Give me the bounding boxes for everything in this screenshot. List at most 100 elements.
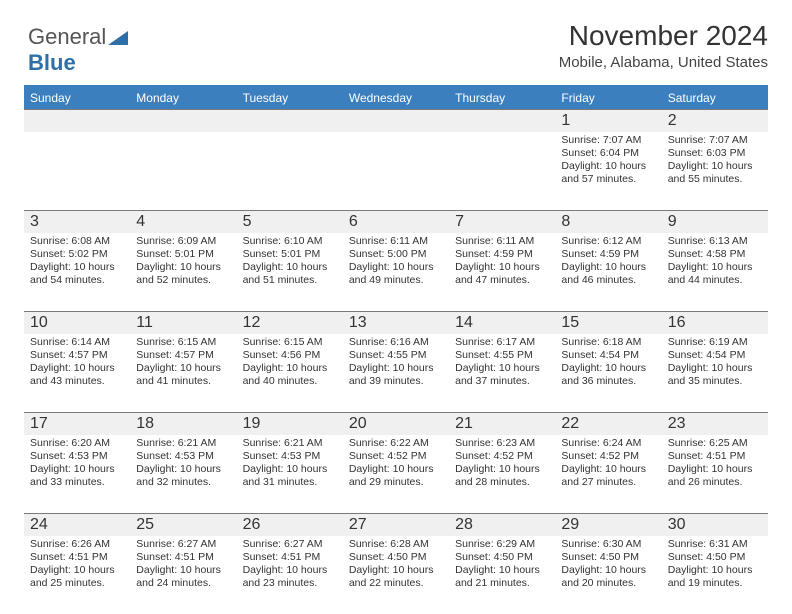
day-number: 16 — [662, 312, 768, 334]
day-cell: Sunrise: 6:23 AMSunset: 4:52 PMDaylight:… — [449, 435, 555, 513]
day-cell — [237, 132, 343, 210]
day-number: 13 — [343, 312, 449, 334]
day-number: 29 — [555, 514, 661, 536]
day-cell: Sunrise: 6:22 AMSunset: 4:52 PMDaylight:… — [343, 435, 449, 513]
day-number: 6 — [343, 211, 449, 233]
day-cell: Sunrise: 6:15 AMSunset: 4:57 PMDaylight:… — [130, 334, 236, 412]
day-number-row: 24252627282930 — [24, 514, 768, 536]
day-cell: Sunrise: 6:24 AMSunset: 4:52 PMDaylight:… — [555, 435, 661, 513]
day-detail-text: Sunrise: 6:15 AMSunset: 4:56 PMDaylight:… — [243, 336, 337, 389]
day-detail-text: Sunrise: 6:10 AMSunset: 5:01 PMDaylight:… — [243, 235, 337, 288]
day-cell: Sunrise: 7:07 AMSunset: 6:03 PMDaylight:… — [662, 132, 768, 210]
day-number — [449, 110, 555, 132]
day-number: 5 — [237, 211, 343, 233]
day-cell: Sunrise: 6:08 AMSunset: 5:02 PMDaylight:… — [24, 233, 130, 311]
day-cell: Sunrise: 6:18 AMSunset: 4:54 PMDaylight:… — [555, 334, 661, 412]
day-cell: Sunrise: 6:16 AMSunset: 4:55 PMDaylight:… — [343, 334, 449, 412]
day-number: 27 — [343, 514, 449, 536]
day-number: 25 — [130, 514, 236, 536]
day-number-row: 12 — [24, 110, 768, 132]
day-text-row: Sunrise: 7:07 AMSunset: 6:04 PMDaylight:… — [24, 132, 768, 210]
logo-text-blue: Blue — [28, 50, 76, 75]
day-cell: Sunrise: 6:21 AMSunset: 4:53 PMDaylight:… — [237, 435, 343, 513]
day-number: 8 — [555, 211, 661, 233]
day-number: 17 — [24, 413, 130, 435]
day-detail-text: Sunrise: 6:25 AMSunset: 4:51 PMDaylight:… — [668, 437, 762, 490]
day-detail-text: Sunrise: 6:27 AMSunset: 4:51 PMDaylight:… — [243, 538, 337, 591]
page-title: November 2024 — [24, 20, 768, 52]
day-detail-text: Sunrise: 6:16 AMSunset: 4:55 PMDaylight:… — [349, 336, 443, 389]
day-detail-text: Sunrise: 6:23 AMSunset: 4:52 PMDaylight:… — [455, 437, 549, 490]
day-cell: Sunrise: 6:17 AMSunset: 4:55 PMDaylight:… — [449, 334, 555, 412]
weekday-header: Tuesday — [237, 87, 343, 109]
day-cell: Sunrise: 6:19 AMSunset: 4:54 PMDaylight:… — [662, 334, 768, 412]
day-detail-text: Sunrise: 6:11 AMSunset: 5:00 PMDaylight:… — [349, 235, 443, 288]
day-detail-text: Sunrise: 6:20 AMSunset: 4:53 PMDaylight:… — [30, 437, 124, 490]
day-detail-text: Sunrise: 6:08 AMSunset: 5:02 PMDaylight:… — [30, 235, 124, 288]
calendar-week: 3456789Sunrise: 6:08 AMSunset: 5:02 PMDa… — [24, 210, 768, 311]
day-number: 18 — [130, 413, 236, 435]
calendar-week: 17181920212223 Sunrise: 6:20 AMSunset: 4:… — [24, 412, 768, 513]
weekday-header: Saturday — [662, 87, 768, 109]
day-number: 15 — [555, 312, 661, 334]
day-text-row: Sunrise: 6:20 AMSunset: 4:53 PMDaylight:… — [24, 435, 768, 513]
day-cell: Sunrise: 6:09 AMSunset: 5:01 PMDaylight:… — [130, 233, 236, 311]
day-detail-text: Sunrise: 6:29 AMSunset: 4:50 PMDaylight:… — [455, 538, 549, 591]
day-cell: Sunrise: 6:11 AMSunset: 5:00 PMDaylight:… — [343, 233, 449, 311]
day-number: 4 — [130, 211, 236, 233]
day-cell: Sunrise: 6:14 AMSunset: 4:57 PMDaylight:… — [24, 334, 130, 412]
day-number: 19 — [237, 413, 343, 435]
location-subtitle: Mobile, Alabama, United States — [24, 54, 768, 71]
day-number — [343, 110, 449, 132]
day-detail-text: Sunrise: 6:13 AMSunset: 4:58 PMDaylight:… — [668, 235, 762, 288]
day-cell: Sunrise: 6:27 AMSunset: 4:51 PMDaylight:… — [130, 536, 236, 614]
day-cell — [343, 132, 449, 210]
day-number: 20 — [343, 413, 449, 435]
day-detail-text: Sunrise: 6:28 AMSunset: 4:50 PMDaylight:… — [349, 538, 443, 591]
weekday-header: Friday — [555, 87, 661, 109]
weekday-header: Wednesday — [343, 87, 449, 109]
day-cell: Sunrise: 6:25 AMSunset: 4:51 PMDaylight:… — [662, 435, 768, 513]
day-number: 21 — [449, 413, 555, 435]
day-text-row: Sunrise: 6:14 AMSunset: 4:57 PMDaylight:… — [24, 334, 768, 412]
day-cell: Sunrise: 6:29 AMSunset: 4:50 PMDaylight:… — [449, 536, 555, 614]
day-detail-text: Sunrise: 6:21 AMSunset: 4:53 PMDaylight:… — [136, 437, 230, 490]
title-block: November 2024 Mobile, Alabama, United St… — [24, 20, 768, 71]
day-cell: Sunrise: 6:26 AMSunset: 4:51 PMDaylight:… — [24, 536, 130, 614]
day-number-row: 3456789 — [24, 211, 768, 233]
day-number: 14 — [449, 312, 555, 334]
calendar-table: Sunday Monday Tuesday Wednesday Thursday… — [24, 85, 768, 614]
day-number: 2 — [662, 110, 768, 132]
day-cell — [449, 132, 555, 210]
day-cell: Sunrise: 6:12 AMSunset: 4:59 PMDaylight:… — [555, 233, 661, 311]
day-number: 26 — [237, 514, 343, 536]
weekday-header-row: Sunday Monday Tuesday Wednesday Thursday… — [24, 87, 768, 109]
day-cell: Sunrise: 6:10 AMSunset: 5:01 PMDaylight:… — [237, 233, 343, 311]
day-detail-text: Sunrise: 6:27 AMSunset: 4:51 PMDaylight:… — [136, 538, 230, 591]
day-cell: Sunrise: 6:11 AMSunset: 4:59 PMDaylight:… — [449, 233, 555, 311]
calendar-week: 10111213141516Sunrise: 6:14 AMSunset: 4:… — [24, 311, 768, 412]
day-detail-text: Sunrise: 6:22 AMSunset: 4:52 PMDaylight:… — [349, 437, 443, 490]
day-number: 11 — [130, 312, 236, 334]
day-cell — [24, 132, 130, 210]
day-detail-text: Sunrise: 6:30 AMSunset: 4:50 PMDaylight:… — [561, 538, 655, 591]
day-cell: Sunrise: 6:20 AMSunset: 4:53 PMDaylight:… — [24, 435, 130, 513]
day-number: 7 — [449, 211, 555, 233]
day-detail-text: Sunrise: 6:14 AMSunset: 4:57 PMDaylight:… — [30, 336, 124, 389]
day-detail-text: Sunrise: 6:31 AMSunset: 4:50 PMDaylight:… — [668, 538, 762, 591]
day-detail-text: Sunrise: 6:15 AMSunset: 4:57 PMDaylight:… — [136, 336, 230, 389]
day-detail-text: Sunrise: 6:24 AMSunset: 4:52 PMDaylight:… — [561, 437, 655, 490]
day-number — [237, 110, 343, 132]
calendar-week: 24252627282930Sunrise: 6:26 AMSunset: 4:… — [24, 513, 768, 614]
day-cell: Sunrise: 6:31 AMSunset: 4:50 PMDaylight:… — [662, 536, 768, 614]
day-number: 22 — [555, 413, 661, 435]
day-detail-text: Sunrise: 7:07 AMSunset: 6:03 PMDaylight:… — [668, 134, 762, 187]
day-detail-text: Sunrise: 6:12 AMSunset: 4:59 PMDaylight:… — [561, 235, 655, 288]
day-number: 9 — [662, 211, 768, 233]
day-cell: Sunrise: 7:07 AMSunset: 6:04 PMDaylight:… — [555, 132, 661, 210]
day-cell: Sunrise: 6:28 AMSunset: 4:50 PMDaylight:… — [343, 536, 449, 614]
day-cell: Sunrise: 6:13 AMSunset: 4:58 PMDaylight:… — [662, 233, 768, 311]
day-detail-text: Sunrise: 6:11 AMSunset: 4:59 PMDaylight:… — [455, 235, 549, 288]
day-number: 23 — [662, 413, 768, 435]
day-detail-text: Sunrise: 6:18 AMSunset: 4:54 PMDaylight:… — [561, 336, 655, 389]
